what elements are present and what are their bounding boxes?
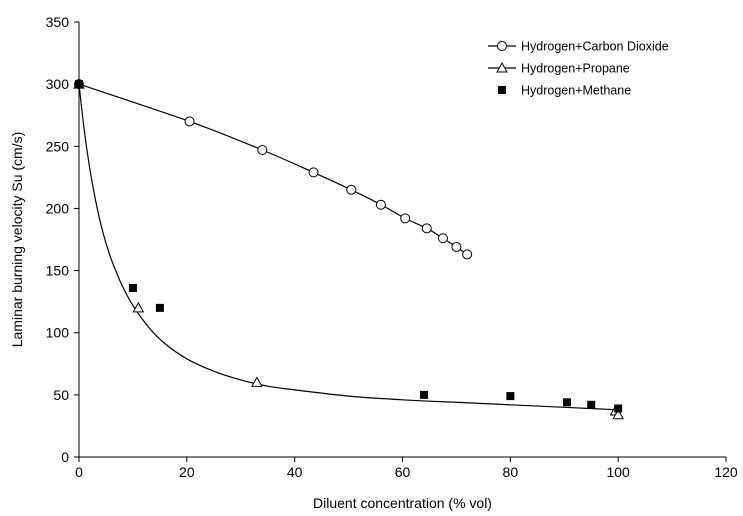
x-tick-label-6: 120 bbox=[714, 464, 738, 480]
legend-label-0: Hydrogen+Carbon Dioxide bbox=[521, 40, 669, 54]
point-series-2-3 bbox=[420, 390, 429, 399]
y-tick-label-6: 300 bbox=[46, 76, 70, 92]
point-series-2-5 bbox=[562, 398, 571, 407]
axes: 0 50 100 150 200 250 300 350 0 20 40 60 80 100 120 bbox=[46, 14, 738, 480]
y-tick-label-5: 250 bbox=[46, 138, 70, 154]
legend-label-1: Hydrogen+Propane bbox=[521, 62, 630, 76]
point-series-2-2 bbox=[155, 303, 164, 312]
point-series-0-4 bbox=[346, 184, 357, 195]
x-axis-label: Diluent concentration (% vol) bbox=[313, 495, 492, 511]
legend: Hydrogen+Carbon Dioxide Hydrogen+Propane H… bbox=[488, 40, 669, 98]
x-tick-label-4: 80 bbox=[503, 464, 519, 480]
y-tick-label-4: 200 bbox=[46, 200, 70, 216]
y-tick-label-1: 50 bbox=[53, 387, 69, 403]
point-series-1-2 bbox=[251, 376, 263, 387]
y-tick-label-3: 150 bbox=[46, 263, 70, 279]
point-series-0-10 bbox=[462, 249, 473, 260]
y-tick-label-0: 0 bbox=[61, 449, 69, 465]
point-series-0-3 bbox=[308, 167, 319, 178]
point-series-0-7 bbox=[421, 223, 432, 234]
y-axis-label: Laminar burning velocity Su (cm/s) bbox=[9, 132, 25, 348]
x-tick-label-1: 20 bbox=[179, 464, 195, 480]
legend-label-2: Hydrogen+Methane bbox=[521, 84, 631, 98]
point-series-0-2 bbox=[257, 145, 268, 156]
fit-line-series-1 bbox=[78, 84, 619, 411]
legend-marker-2 bbox=[498, 86, 506, 94]
x-tick-label-0: 0 bbox=[75, 464, 83, 480]
fit-line-series-0 bbox=[78, 83, 468, 255]
point-series-2-0 bbox=[75, 80, 83, 89]
x-tick-label-5: 100 bbox=[606, 464, 630, 480]
point-series-1-1 bbox=[132, 301, 145, 313]
point-series-0-6 bbox=[400, 213, 411, 224]
point-series-2-1 bbox=[128, 283, 137, 292]
point-series-2-4 bbox=[506, 392, 515, 401]
point-series-0-9 bbox=[451, 241, 462, 252]
point-series-0-1 bbox=[184, 116, 195, 127]
y-tick-label-7: 350 bbox=[46, 14, 70, 30]
legend-marker-1 bbox=[496, 61, 508, 73]
data-marks bbox=[73, 78, 625, 420]
fit-curves bbox=[78, 83, 619, 411]
legend-marker-0 bbox=[497, 41, 507, 51]
point-series-2-7 bbox=[614, 404, 623, 413]
point-series-0-8 bbox=[437, 233, 448, 244]
point-series-0-5 bbox=[375, 199, 386, 210]
point-series-1-4 bbox=[612, 408, 625, 420]
point-series-2-6 bbox=[587, 400, 596, 409]
x-tick-label-3: 60 bbox=[395, 464, 411, 480]
y-tick-label-2: 100 bbox=[46, 325, 70, 341]
x-tick-label-2: 40 bbox=[287, 464, 303, 480]
